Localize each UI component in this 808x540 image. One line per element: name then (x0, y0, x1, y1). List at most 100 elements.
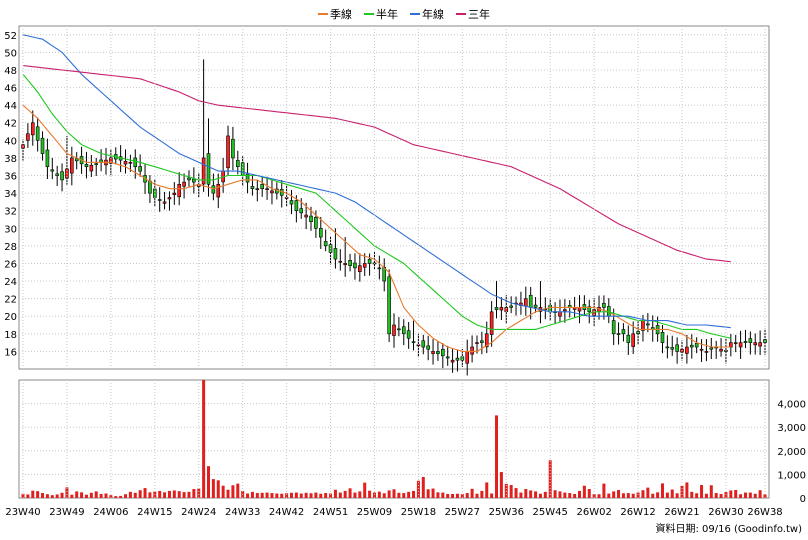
volume-bar (202, 380, 206, 498)
candle-up (685, 346, 689, 354)
candle-up (182, 181, 186, 187)
candle-down (455, 357, 460, 361)
volume-bar (319, 493, 323, 498)
candle-up (270, 190, 274, 194)
ma-line-2 (22, 34, 731, 329)
volume-bar (372, 492, 376, 498)
x-tick-label: 24W06 (93, 507, 128, 518)
price-tick-label: 32 (4, 207, 17, 218)
candle-up (699, 348, 704, 351)
volume-bar (265, 492, 269, 498)
volume-bar (631, 493, 635, 498)
volume-bar (538, 493, 542, 498)
volume-bar (475, 493, 479, 498)
x-tick-label: 26W21 (664, 507, 699, 518)
volume-bar (260, 492, 264, 498)
candle-down (441, 348, 445, 357)
volume-bar (499, 472, 503, 498)
candle-down (411, 341, 416, 343)
volume-bar (294, 492, 298, 498)
volume-bar (89, 492, 93, 498)
volume-bar (465, 493, 469, 498)
volume-bar (558, 491, 562, 498)
volume-bar (128, 491, 132, 498)
volume-bar (656, 492, 660, 498)
price-panel: 16 18 20 22 24 26 28 30 32 34 36 38 40 42 44 46 48 50 52 (4, 25, 770, 376)
volume-bar (490, 493, 494, 498)
volume-bar (646, 487, 650, 498)
candle-down (367, 258, 372, 264)
candle-up (753, 342, 758, 346)
volume-bar (368, 490, 372, 498)
volume-bar (704, 493, 708, 498)
volume-bar (714, 493, 718, 498)
volume-bar (70, 494, 74, 498)
candle-up (172, 192, 177, 195)
volume-bar (348, 488, 352, 498)
candle-up (226, 135, 230, 169)
volume-bar (333, 489, 337, 498)
candle-up (465, 351, 470, 364)
volume-bar (607, 493, 611, 498)
candle-down (94, 163, 99, 165)
volume-bar (167, 490, 171, 498)
volume-bar (119, 495, 123, 498)
price-tick-label: 40 (4, 136, 17, 147)
candle-down (74, 158, 79, 162)
candle-down (406, 330, 411, 339)
volume-bar (460, 493, 464, 498)
candle-down (748, 338, 753, 343)
candle-down (40, 137, 45, 154)
volume-panel: 0 1,000 2,000 3,000 4,000 (18, 379, 806, 505)
price-tick-label: 34 (4, 189, 17, 200)
candle-down (148, 180, 152, 194)
volume-bar (280, 493, 284, 498)
candle-up (577, 307, 582, 312)
volume-tick-label: 4,000 (777, 400, 806, 411)
candle-up (216, 184, 221, 198)
volume-bar (675, 493, 679, 498)
candle-down (602, 302, 606, 308)
candle-down (626, 334, 631, 343)
x-tick-label: 26W02 (576, 507, 611, 518)
candle-down (333, 248, 338, 260)
candle-down (743, 341, 748, 343)
volume-bar (524, 489, 528, 498)
volume-bar (504, 483, 508, 498)
volume-bar (80, 492, 84, 498)
volume-bar (109, 495, 113, 498)
volume-bar (84, 494, 88, 498)
candle-up (758, 342, 762, 347)
volume-bar (143, 488, 147, 498)
x-tick-label: 24W42 (269, 507, 304, 518)
candle-down (426, 345, 430, 350)
price-tick-label: 16 (4, 347, 17, 358)
volume-bar (75, 491, 79, 498)
candle-up (255, 188, 260, 191)
volume-bar (231, 485, 235, 498)
volume-bar (455, 493, 459, 498)
candle-down (153, 188, 157, 198)
candle-up (733, 342, 738, 344)
volume-bar (246, 493, 250, 498)
x-tick-label: 24W33 (225, 507, 260, 518)
x-tick-label: 25W09 (357, 507, 392, 518)
candle-down (587, 306, 592, 313)
candle-down (665, 346, 670, 349)
x-tick-label: 23W49 (49, 507, 84, 518)
volume-bar (665, 492, 669, 498)
candle-up (167, 197, 172, 200)
volume-bar (36, 491, 40, 498)
x-tick-label: 26W30 (708, 507, 743, 518)
price-tick-label: 44 (4, 101, 17, 112)
volume-bar (763, 494, 767, 498)
candle-up (450, 359, 455, 363)
candle-up (177, 184, 182, 198)
candle-down (138, 166, 142, 172)
x-tick-label: 24W15 (137, 507, 172, 518)
volume-bar (446, 493, 450, 498)
candle-down (299, 208, 304, 214)
volume-bar (573, 493, 577, 498)
x-tick-label: 24W24 (181, 507, 216, 518)
candle-up (162, 201, 167, 204)
